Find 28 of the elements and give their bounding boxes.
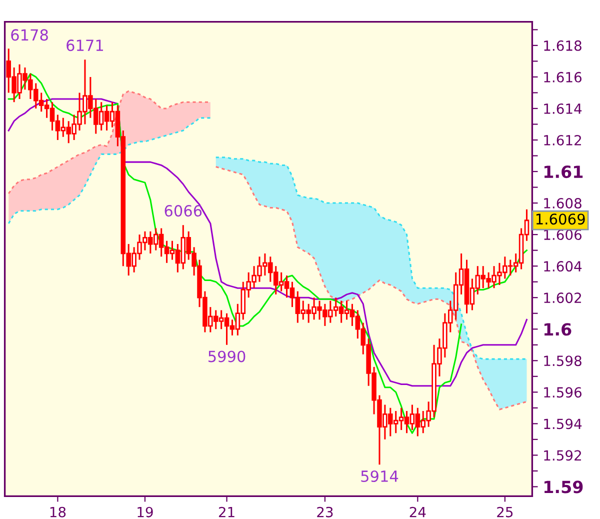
x-tick-label: 23 bbox=[317, 506, 333, 518]
line-series bbox=[8, 117, 212, 224]
annotation: 5914 bbox=[361, 470, 398, 482]
y-tick-label: 1.608 bbox=[544, 198, 582, 209]
y-tick-label: 1.596 bbox=[544, 387, 582, 398]
y-tick-label: 1.612 bbox=[544, 134, 581, 146]
y-tick-label: 1.598 bbox=[544, 356, 582, 366]
x-tick-label: 21 bbox=[218, 506, 234, 518]
x-tick-label: 24 bbox=[410, 506, 426, 518]
y-tick-label: 1.602 bbox=[544, 292, 581, 304]
x-tick-label: 19 bbox=[138, 506, 153, 518]
y-tick-label: 1.604 bbox=[544, 261, 582, 272]
x-tick-label: 18 bbox=[50, 506, 66, 518]
y-tick-label: 1.616 bbox=[544, 72, 582, 82]
annotation: 6171 bbox=[66, 40, 104, 52]
y-tick-label: 1.618 bbox=[544, 40, 582, 51]
y-tick-label: 1.61 bbox=[544, 165, 583, 178]
x-tick-label: 25 bbox=[497, 506, 513, 518]
y-tick-label: 1.59 bbox=[544, 480, 583, 494]
y-tick-label: 1.606 bbox=[544, 230, 582, 240]
text: 1.6069 bbox=[536, 214, 585, 225]
annotation: 6066 bbox=[164, 205, 202, 217]
annotation: 6178 bbox=[11, 29, 48, 41]
y-tick-label: 1.594 bbox=[544, 418, 582, 430]
y-tick-label: 1.614 bbox=[544, 103, 582, 114]
y-tick-label: 1.6 bbox=[544, 323, 572, 336]
y-tick-label: 1.592 bbox=[544, 450, 581, 461]
annotation: 5990 bbox=[208, 350, 246, 362]
